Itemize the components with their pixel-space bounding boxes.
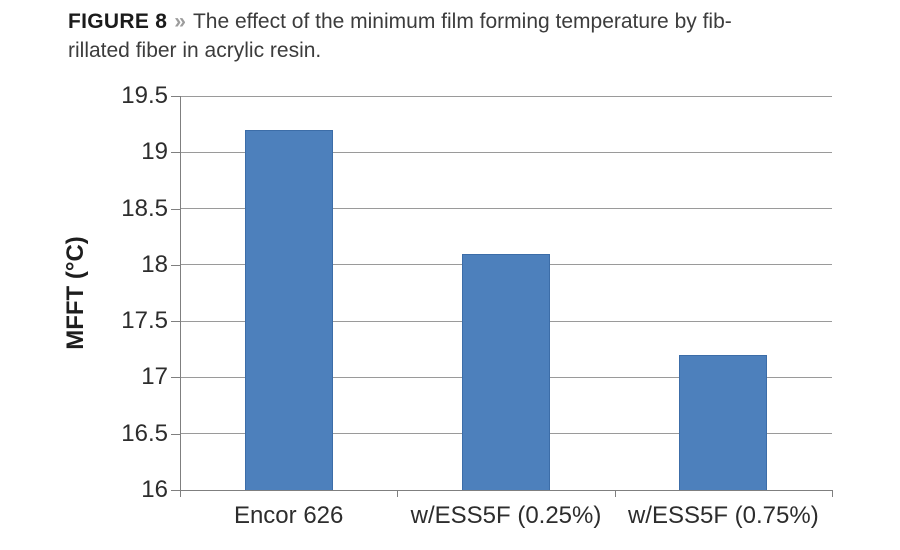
x-tick-mark: [832, 490, 833, 497]
gridline: [180, 151, 832, 153]
y-axis-line: [180, 96, 181, 490]
y-tick-label: 17: [141, 363, 168, 391]
x-tick-mark: [180, 490, 181, 497]
y-tick-label: 16.5: [121, 419, 168, 447]
y-tick-mark: [171, 152, 180, 154]
y-tick-label: 18.5: [121, 194, 168, 222]
y-tick-label: 19.5: [121, 82, 168, 109]
caption-text-line2: rillated fiber in acrylic resin.: [68, 39, 322, 62]
figure-label: FIGURE 8: [68, 10, 168, 33]
y-tick-mark: [171, 96, 180, 97]
bar-w-ess5f-0-25: [462, 253, 550, 490]
bar-encor-626: [244, 129, 333, 490]
gridline: [180, 96, 832, 97]
x-axis-line: [180, 490, 833, 491]
gridline: [180, 208, 832, 210]
y-tick-label: 16: [141, 476, 168, 503]
bar-w-ess5f-0-75: [679, 354, 768, 490]
plot-area: [180, 96, 832, 490]
y-tick-mark: [171, 433, 180, 435]
y-tick-label: 18: [141, 250, 168, 278]
y-tick-mark: [171, 208, 180, 210]
figure-caption: FIGURE 8 » The effect of the minimum film …: [68, 7, 868, 65]
x-category-label: w/ESS5F (0.75%): [627, 502, 819, 529]
y-tick-mark: [171, 377, 180, 379]
x-tick-mark: [614, 490, 616, 497]
x-category-label: Encor 626: [233, 502, 344, 529]
x-tick-mark: [397, 490, 399, 497]
y-tick-label: 19: [141, 138, 168, 166]
y-tick-label: 17.5: [121, 307, 168, 335]
caption-text-line1: The effect of the minimum film forming t…: [192, 10, 732, 33]
x-category-label: w/ESS5F (0.25%): [410, 502, 602, 529]
y-tick-mark: [171, 264, 180, 266]
y-tick-mark: [171, 490, 180, 491]
y-tick-mark: [171, 321, 180, 323]
caption-chevrons-icon: »: [174, 10, 186, 33]
